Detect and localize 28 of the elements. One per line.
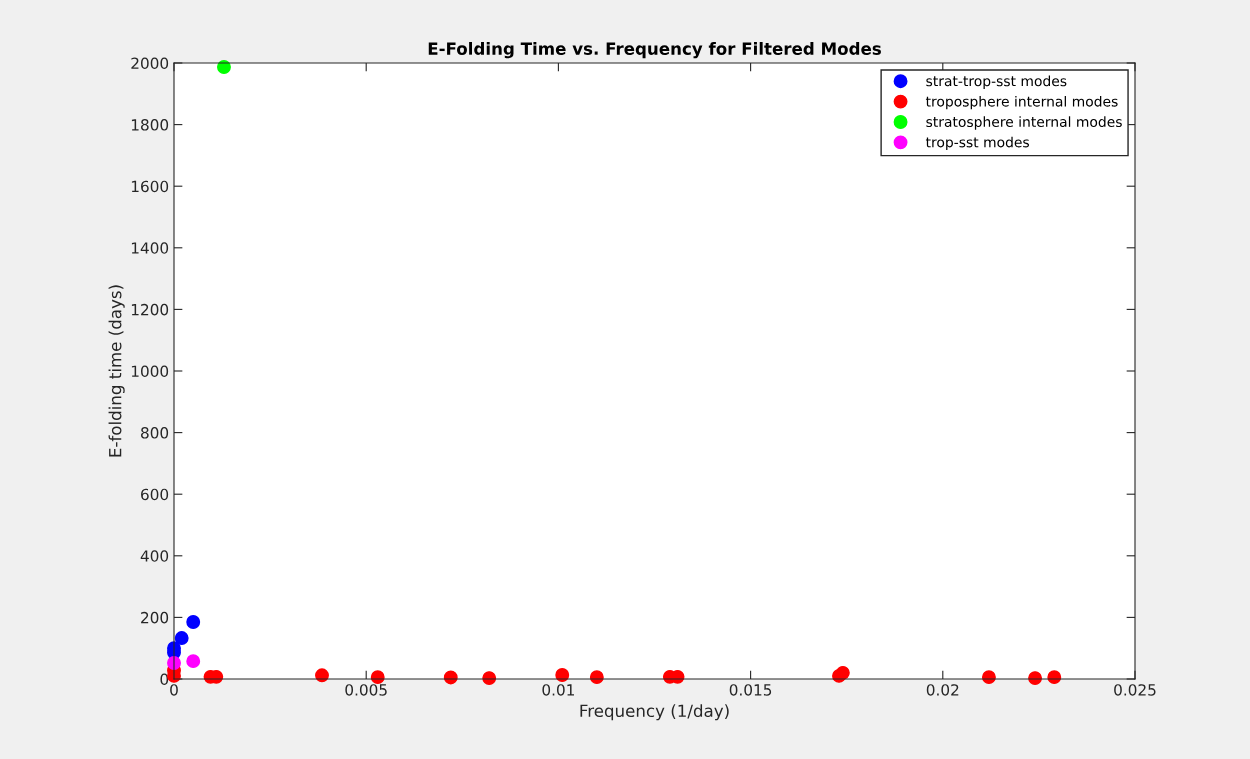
- y-tick-label: 200: [141, 611, 169, 624]
- legend-label: strat-trop-sst modes: [926, 75, 1067, 89]
- x-tick-label: 0.025: [1114, 684, 1156, 696]
- x-tick-label: 0.01: [542, 684, 574, 696]
- y-tick-label: 0: [160, 673, 169, 686]
- y-tick-label: 2000: [131, 57, 169, 70]
- y-tick-label: 1600: [131, 180, 169, 193]
- point: [186, 615, 201, 629]
- y-tick-label: 1200: [131, 303, 169, 316]
- y-tick-label: 600: [141, 488, 169, 501]
- x-axis-title: Frequency (1/day): [580, 704, 729, 721]
- legend-label: stratosphere internal modes: [926, 116, 1122, 130]
- y-tick-label: 1400: [131, 242, 169, 254]
- x-tick-label: 0: [170, 684, 178, 696]
- point: [174, 631, 189, 645]
- point: [186, 654, 201, 669]
- legend-label: troposphere internal modes: [925, 95, 1118, 110]
- point: [835, 665, 850, 680]
- x-tick-label: 0.005: [345, 684, 387, 696]
- x-tick-label: 0.02: [926, 684, 959, 696]
- y-axis-title: E-folding time (days): [108, 285, 125, 457]
- y-tick-label: 1800: [131, 119, 169, 131]
- legend-label: trop-sst modes: [925, 136, 1030, 151]
- y-tick-label: 1000: [131, 365, 169, 378]
- x-tick-label: 0.015: [729, 684, 772, 696]
- y-tick-label: 400: [140, 550, 169, 562]
- y-tick-label: 800: [141, 427, 169, 439]
- chart-title: E-Folding Time vs. Frequency for Filtered Modes: [428, 42, 881, 59]
